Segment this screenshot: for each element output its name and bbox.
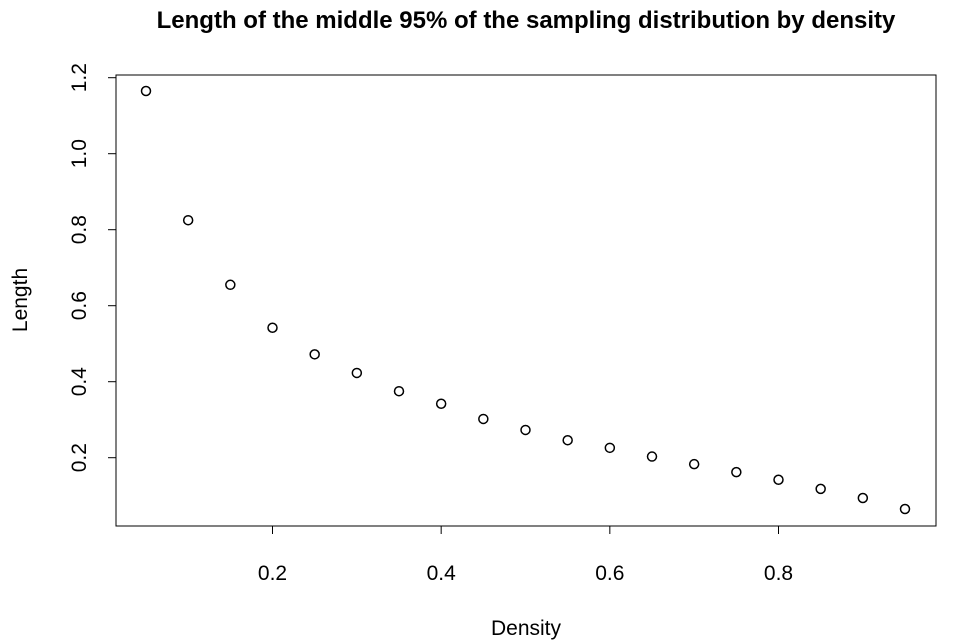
data-point (520, 424, 531, 436)
y-axis: 0.2 0.4 0.6 0.8 1.0 1.2 (68, 63, 117, 472)
x-tick-label: 0.6 (595, 562, 624, 585)
data-point (857, 492, 869, 504)
x-axis-label: Density (491, 617, 562, 640)
data-point (646, 451, 658, 462)
data-point (604, 442, 616, 454)
data-point (478, 413, 489, 425)
data-points (140, 85, 911, 515)
data-point (899, 503, 911, 515)
data-point (182, 214, 194, 226)
y-tick-label: 0.4 (68, 367, 91, 397)
data-point (140, 85, 152, 97)
data-point (688, 458, 700, 470)
data-point (731, 466, 742, 478)
chart-title: Length of the middle 95% of the sampling… (157, 7, 896, 34)
y-axis-label: Length (9, 268, 32, 332)
y-tick-label: 0.8 (68, 215, 91, 244)
data-point (351, 367, 363, 379)
data-point (225, 279, 236, 291)
x-axis: 0.2 0.4 0.6 0.8 (258, 525, 793, 585)
data-point (815, 483, 826, 495)
y-tick-label: 0.6 (68, 291, 91, 320)
data-point (267, 322, 278, 333)
x-tick-label: 0.2 (258, 562, 287, 585)
data-point (562, 434, 573, 446)
data-point (309, 349, 320, 360)
x-tick-label: 0.4 (427, 562, 457, 585)
y-tick-label: 1.0 (68, 139, 91, 168)
data-point (435, 398, 447, 409)
y-tick-label: 1.2 (68, 63, 91, 92)
data-point (393, 385, 405, 397)
x-tick-label: 0.8 (764, 562, 793, 585)
data-point (773, 474, 784, 485)
y-tick-label: 0.2 (68, 443, 91, 472)
